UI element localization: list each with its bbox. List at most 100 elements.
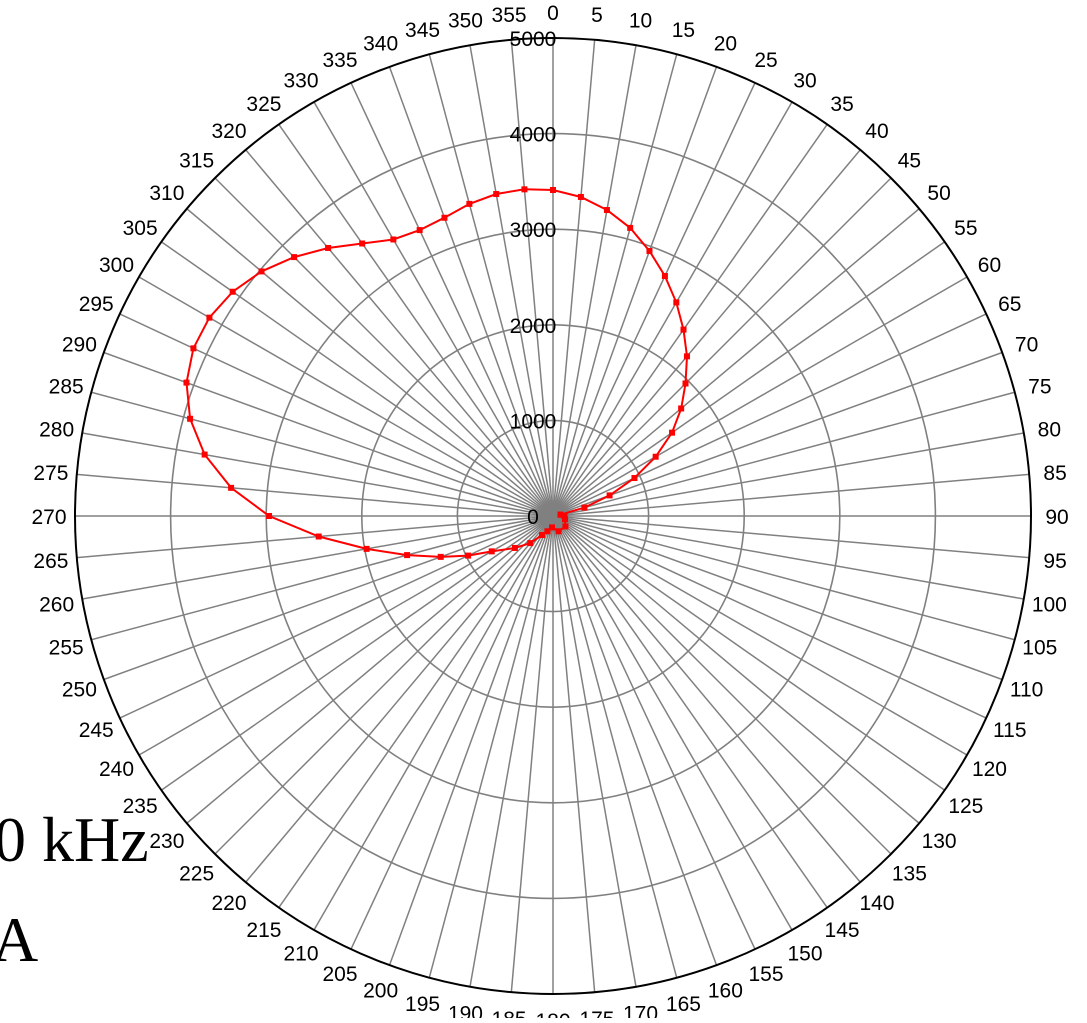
angle-tick-label: 280 [39,418,74,441]
series-point [581,504,588,511]
angle-tick-label: 195 [405,993,440,1016]
angle-tick-label: 300 [99,254,134,277]
series-point [390,236,397,243]
grid-spoke [313,515,554,931]
angle-tick-label: 135 [892,862,927,885]
angle-tick-label: 145 [825,919,860,942]
angle-tick-label: 25 [754,49,777,72]
series-point [183,379,190,386]
series-point [555,528,562,535]
angle-tick-label: 305 [123,217,158,240]
series-point [363,545,370,552]
angle-tick-label: 335 [322,49,357,72]
angle-tick-label: 255 [49,636,84,659]
grid-spoke [552,391,1015,517]
series-point [527,540,534,547]
grid-spoke [552,177,892,517]
series-point [359,240,366,247]
series-point [544,528,551,535]
angle-tick-label: 250 [62,678,97,701]
series-point [187,415,194,422]
grid-spoke [82,515,554,600]
radial-tick-label: 1000 [510,410,557,433]
series-point [190,345,197,352]
angle-tick-label: 60 [978,254,1001,277]
series-point [673,299,680,306]
grid-spoke [552,82,756,517]
angle-tick-label: 215 [246,919,281,942]
radial-tick-label: 2000 [510,315,557,338]
radial-tick-label: 5000 [510,28,557,51]
angle-tick-label: 315 [179,150,214,173]
series-point [266,513,273,519]
grid-spoke [388,66,554,517]
series-point [631,475,638,482]
angle-tick-label: 5 [591,4,603,27]
angle-tick-label: 180 [535,1010,570,1018]
series-point [627,224,634,231]
grid-spoke [552,515,1003,681]
angle-tick-label: 155 [748,963,783,986]
series-point [258,268,265,275]
series-point [562,523,569,530]
grid-spoke [103,351,554,517]
grid-spoke [161,241,554,517]
angle-tick-label: 75 [1028,376,1051,399]
angle-tick-label: 190 [448,1002,483,1018]
grid-spoke [552,515,920,824]
grid-spoke [552,515,596,993]
grid-spoke [510,515,554,993]
grid-spoke [245,149,554,517]
grid-spoke [552,515,637,987]
series-point [683,353,690,360]
grid-spoke [552,473,1030,517]
angle-tick-label: 350 [448,10,483,33]
angle-tick-label: 45 [898,150,921,173]
series-point [291,254,298,261]
angle-tick-label: 15 [672,19,695,42]
grid-spoke [552,45,637,517]
grid-spoke [552,515,828,908]
angle-tick-label: 130 [922,830,957,853]
grid-spoke [214,177,554,517]
angle-tick-label: 310 [149,182,184,205]
angle-tick-label: 165 [666,993,701,1016]
angle-tick-label: 115 [993,719,1026,742]
series-point [678,405,685,412]
series-point [437,553,444,560]
angle-tick-label: 140 [859,892,894,915]
grid-spoke [552,515,1015,641]
grid-spoke [552,101,793,517]
series-point [488,548,495,555]
angle-tick-label: 235 [123,795,158,818]
series-point [493,191,500,198]
grid-spoke [552,515,945,791]
grid-spoke [552,515,756,950]
grid-spoke [552,515,968,756]
radial-tick-label: 3000 [510,219,557,242]
grid-spoke [278,515,554,908]
angle-tick-label: 265 [33,550,68,573]
series-point [561,513,568,519]
series-point [511,544,518,551]
frequency-label: 0 kHz [0,804,149,875]
grid-spoke [552,432,1024,517]
grid-spoke [552,515,1024,600]
grid-spoke [186,515,554,824]
angle-tick-label: 355 [492,4,527,27]
angle-tick-label: 240 [99,758,134,781]
grid-spoke [552,124,828,517]
grid-spoke [552,351,1003,517]
angle-tick-label: 120 [972,758,1007,781]
angle-tick-label: 90 [1045,506,1068,529]
series-point [465,552,472,559]
grid-spoke [510,39,554,517]
grid-spoke [552,39,596,517]
grid-spoke [552,66,718,517]
series-point [606,492,613,499]
angle-tick-label: 230 [149,830,184,853]
grid-spoke [161,515,554,791]
series-point [201,451,208,458]
